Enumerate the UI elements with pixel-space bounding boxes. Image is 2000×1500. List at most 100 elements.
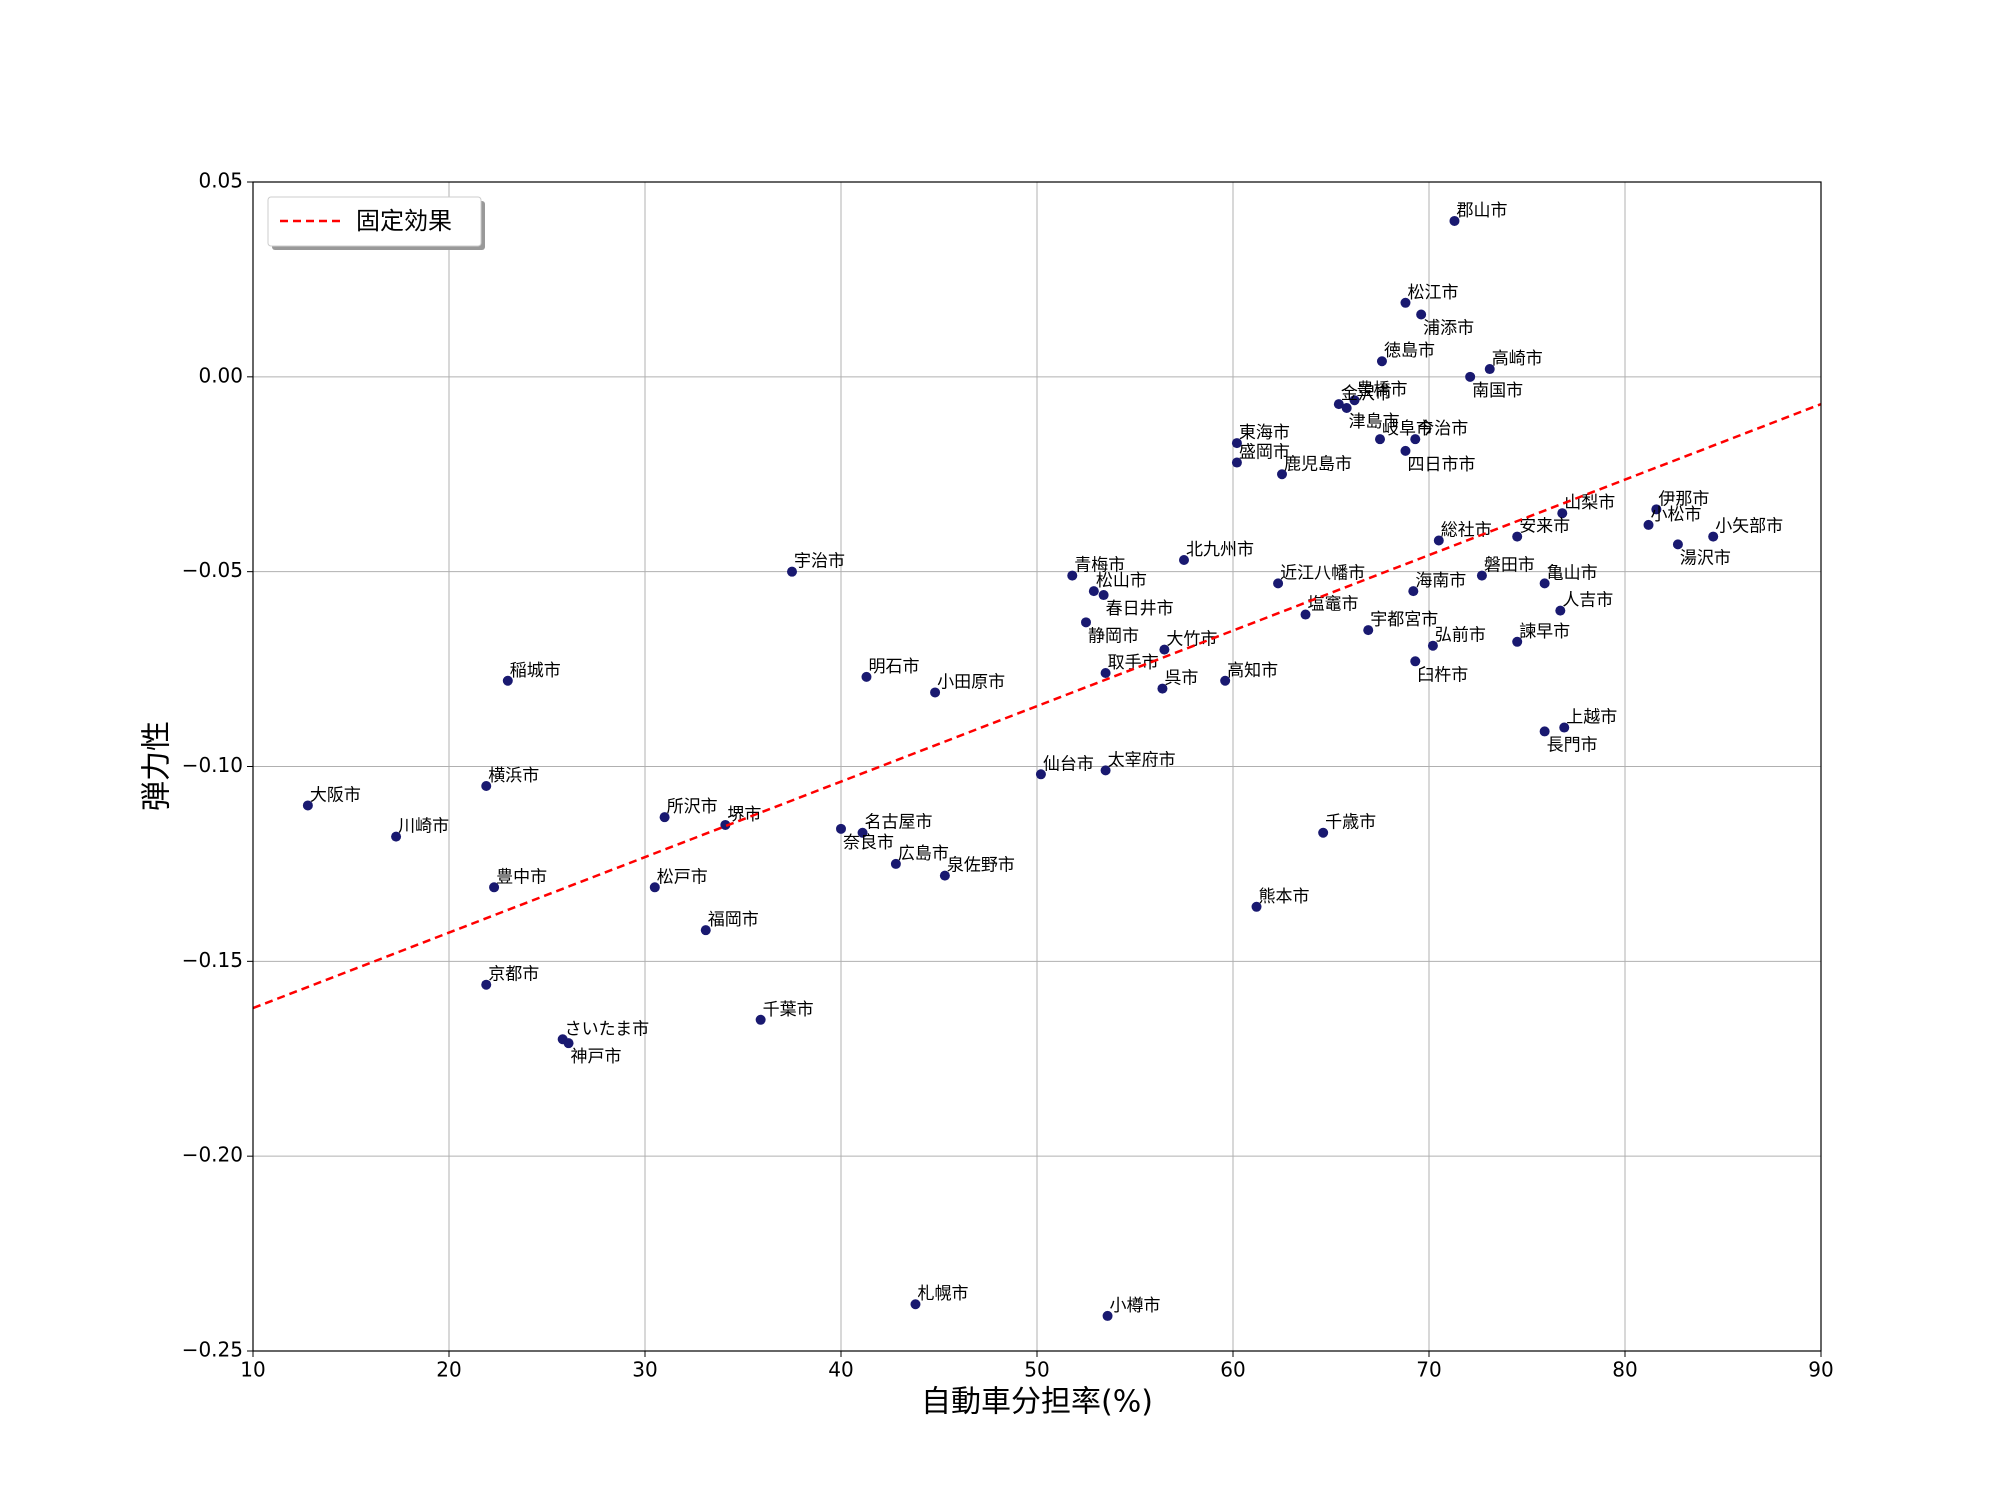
point <box>1081 617 1091 628</box>
point-label: 人吉市 <box>1562 591 1613 611</box>
point <box>1100 667 1111 678</box>
point <box>1363 625 1374 636</box>
point-label: 東海市 <box>1239 423 1290 443</box>
point-label: 山梨市 <box>1564 493 1615 513</box>
x-axis-label: 自動車分担率(%) <box>921 1385 1153 1420</box>
point <box>1300 609 1311 620</box>
point <box>1273 578 1284 589</box>
point <box>1157 683 1168 694</box>
point <box>1098 590 1109 601</box>
point-label: 総社市 <box>1441 520 1492 540</box>
point <box>930 687 941 698</box>
point <box>481 780 492 791</box>
point-label: 近江八幡市 <box>1280 563 1365 583</box>
y-axis-label: 弾力性 <box>140 721 175 811</box>
y-tick-label: 0.00 <box>198 363 243 387</box>
point-label: 稲城市 <box>510 661 561 681</box>
point <box>1035 769 1046 780</box>
point-label: 明石市 <box>868 657 919 677</box>
point-label: 高知市 <box>1227 661 1278 681</box>
point-label: 松江市 <box>1407 283 1458 303</box>
y-tick-label: −0.20 <box>182 1143 243 1167</box>
point-label: 泉佐野市 <box>947 856 1015 876</box>
x-tick-label: 50 <box>1024 1358 1049 1382</box>
point-label: 奈良市 <box>843 833 894 853</box>
point <box>787 566 797 577</box>
point-label: 堺市 <box>727 805 761 825</box>
point-label: 千葉市 <box>763 1000 814 1020</box>
point <box>1512 531 1523 542</box>
point <box>659 812 670 823</box>
point <box>1318 827 1329 838</box>
point <box>1433 535 1444 546</box>
point <box>1476 570 1487 581</box>
point <box>1088 586 1099 597</box>
point <box>1231 438 1242 449</box>
point <box>391 831 402 842</box>
point-label: 青梅市 <box>1074 556 1125 576</box>
point-label: 名古屋市 <box>865 813 933 833</box>
x-tick-label: 70 <box>1416 1358 1441 1382</box>
point-label: 塩竈市 <box>1308 595 1359 615</box>
point-label: 伊那市 <box>1658 489 1709 509</box>
point-label: 磐田市 <box>1484 556 1535 576</box>
y-tick-label: −0.15 <box>182 948 243 972</box>
point-label: 小樽市 <box>1110 1296 1161 1316</box>
point-label: 海南市 <box>1415 571 1466 591</box>
x-tick-label: 40 <box>828 1358 853 1382</box>
point-label: 豊橋市 <box>1357 380 1408 400</box>
point-label: 小松市 <box>1651 505 1702 525</box>
point <box>1410 656 1421 667</box>
x-tick-label: 30 <box>632 1358 657 1382</box>
point <box>1559 722 1570 733</box>
y-tick-label: −0.25 <box>182 1338 243 1362</box>
point <box>1555 605 1566 616</box>
point <box>1651 504 1662 515</box>
point <box>861 671 872 682</box>
point-label: 千歳市 <box>1325 813 1376 833</box>
point-label: 福岡市 <box>708 910 759 930</box>
x-tick-label: 90 <box>1808 1358 1833 1382</box>
point-label: 臼杵市 <box>1417 665 1468 685</box>
point <box>489 882 500 893</box>
x-tick-label: 60 <box>1220 1358 1245 1382</box>
point <box>1427 640 1438 651</box>
point-label: 太宰府市 <box>1108 750 1176 770</box>
point <box>1416 309 1427 320</box>
x-tick-label: 20 <box>436 1358 461 1382</box>
point-label: 小田原市 <box>937 672 1005 692</box>
point-label: 川崎市 <box>398 817 449 837</box>
point <box>700 925 711 936</box>
point <box>1449 215 1460 226</box>
point-label: 札幌市 <box>917 1284 968 1304</box>
point-label: 岐阜市 <box>1382 419 1433 439</box>
point <box>1708 531 1719 542</box>
point-label: 取手市 <box>1108 653 1159 673</box>
point <box>1251 901 1262 912</box>
point <box>502 675 513 686</box>
point <box>755 1014 766 1025</box>
point <box>1672 539 1683 550</box>
point-label: 亀山市 <box>1547 563 1598 583</box>
point <box>1557 508 1568 519</box>
plot-frame <box>252 181 1822 1352</box>
point <box>1465 371 1476 382</box>
point-label: 松戸市 <box>657 867 708 887</box>
point <box>1349 395 1360 406</box>
point-label: 四日市市 <box>1407 455 1475 475</box>
y-tick-label: 0.05 <box>198 169 243 193</box>
point <box>1102 1310 1113 1321</box>
point-label: 北九州市 <box>1186 540 1254 560</box>
point <box>1410 434 1421 445</box>
point <box>1512 636 1523 647</box>
x-tick-label: 10 <box>240 1358 265 1382</box>
point <box>1159 644 1170 655</box>
point-label: 諫早市 <box>1519 622 1570 642</box>
point <box>857 827 868 838</box>
point <box>1220 675 1231 686</box>
point <box>836 823 846 834</box>
point-label: 郡山市 <box>1456 201 1507 221</box>
point <box>1400 297 1411 308</box>
point <box>1333 399 1344 410</box>
